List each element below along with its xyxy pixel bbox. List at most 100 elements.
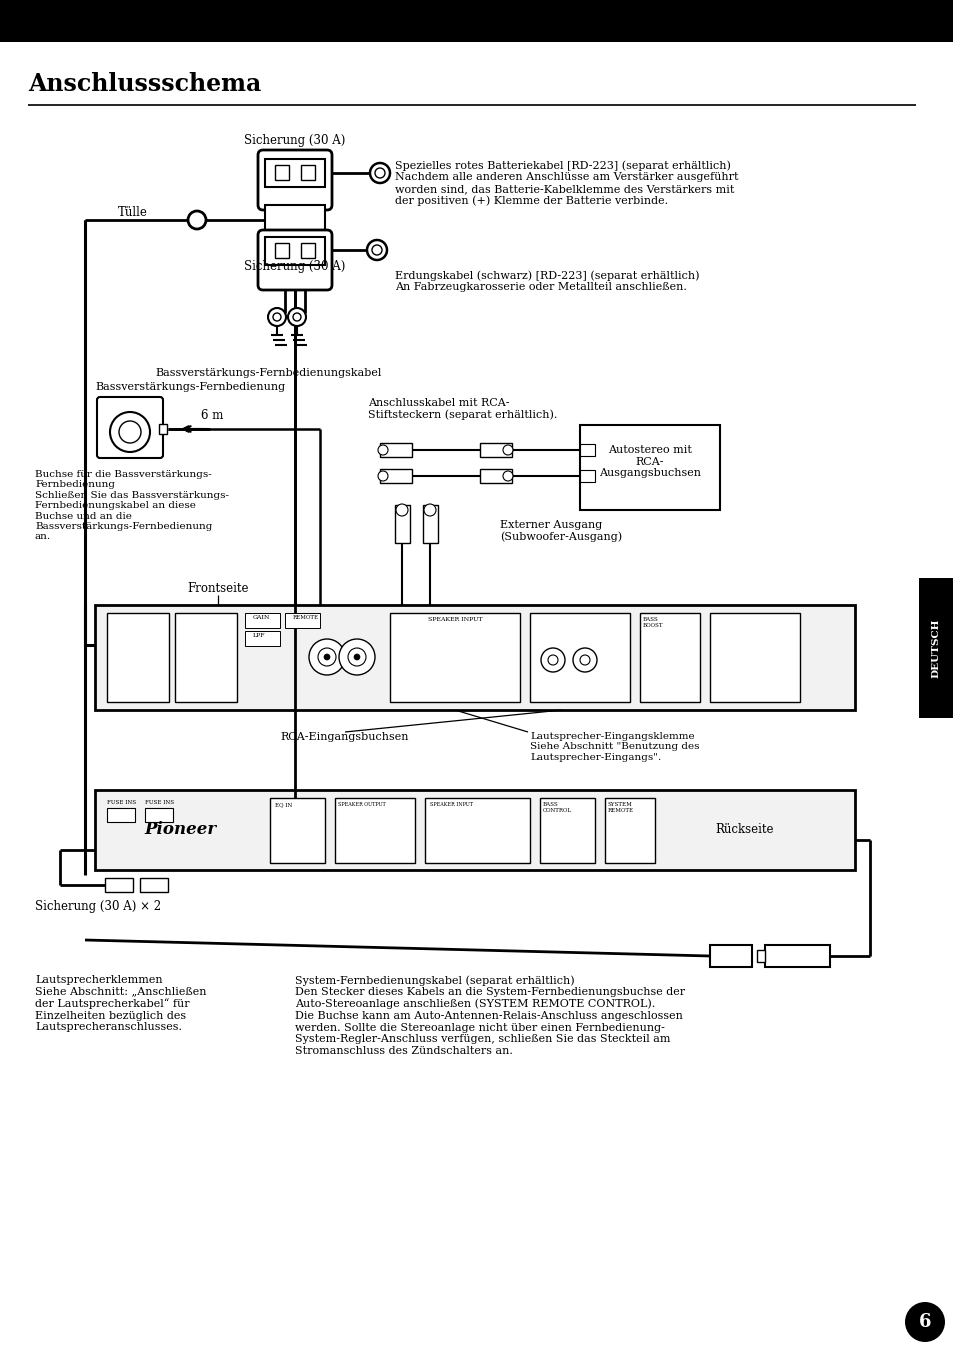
Circle shape [188,211,206,229]
Circle shape [547,654,558,665]
Bar [145,808,172,822]
Bar [265,159,325,187]
FancyBboxPatch shape [257,230,332,290]
Circle shape [293,313,301,321]
Circle shape [348,648,366,667]
Bar [709,612,800,702]
Bar [245,631,280,646]
Circle shape [309,640,345,675]
Bar [285,612,319,627]
Bar [379,469,412,482]
Bar [757,950,764,962]
Text: REMOTE: REMOTE [293,615,319,621]
Bar [245,612,280,627]
Bar [604,798,655,863]
Bar [539,798,595,863]
Bar [395,505,410,543]
Circle shape [338,640,375,675]
Text: Frontseite: Frontseite [187,583,249,595]
Circle shape [119,421,141,443]
Circle shape [502,444,513,455]
Circle shape [288,308,306,327]
Bar [379,443,412,457]
Text: Buchse für die Bassverstärkungs-
Fernbedienung
Schließen Sie das Bassverstärkung: Buchse für die Bassverstärkungs- Fernbed… [35,470,229,542]
Bar [0,0,953,42]
Bar [107,808,135,822]
Circle shape [317,648,335,667]
Text: BASS
BOOST: BASS BOOST [642,617,662,627]
Bar [95,604,854,710]
Text: EQ IN: EQ IN [274,802,292,808]
Bar [265,205,325,234]
Circle shape [377,472,388,481]
Bar [301,243,314,257]
Circle shape [573,648,597,672]
Text: Sicherung (30 A): Sicherung (30 A) [244,134,345,146]
Circle shape [377,444,388,455]
Circle shape [268,308,286,327]
Bar [174,612,236,702]
Bar [424,798,530,863]
Text: Externer Ausgang
(Subwoofer-Ausgang): Externer Ausgang (Subwoofer-Ausgang) [499,520,621,542]
Circle shape [273,313,281,321]
Text: System-Fernbedienungskabel (separat erhältlich)
Den Stecker dieses Kabels an die: System-Fernbedienungskabel (separat erhä… [294,976,684,1056]
Text: Bassverstärkungs-Fernbedienungskabel: Bassverstärkungs-Fernbedienungskabel [154,369,381,378]
Bar [390,612,519,702]
Bar [709,944,751,967]
Bar [422,505,437,543]
Text: Anschlusskabel mit RCA-
Stiftsteckern (separat erhältlich).: Anschlusskabel mit RCA- Stiftsteckern (s… [368,398,557,420]
Circle shape [324,654,330,660]
Bar [479,469,512,482]
Bar [140,878,168,892]
Bar [764,944,829,967]
Text: FUSE INS: FUSE INS [145,799,174,805]
Text: SPEAKER INPUT: SPEAKER INPUT [427,617,482,622]
Bar [274,165,289,180]
Bar [159,424,167,434]
Text: Bassverstärkungs-Fernbedienung: Bassverstärkungs-Fernbedienung [95,382,285,392]
Circle shape [375,168,385,178]
Text: BASS
CONTROL: BASS CONTROL [542,802,572,813]
Bar [95,790,854,870]
Text: Erdungskabel (schwarz) [RD-223] (separat erhältlich)
An Fabrzeugkarosserie oder : Erdungskabel (schwarz) [RD-223] (separat… [395,270,699,293]
Text: Autostereo mit
RCA-
Ausgangsbuchsen: Autostereo mit RCA- Ausgangsbuchsen [598,444,700,478]
Circle shape [110,412,150,453]
Circle shape [423,504,436,516]
Text: SPEAKER INPUT: SPEAKER INPUT [430,802,473,808]
Text: 6: 6 [918,1313,930,1331]
Text: Lautsprecherklemmen
Siehe Abschnitt: „Anschließen
der Lautsprecherkabel“ für
Ein: Lautsprecherklemmen Siehe Abschnitt: „An… [35,976,206,1033]
Text: SPEAKER OUTPUT: SPEAKER OUTPUT [337,802,385,808]
Bar [579,444,595,457]
Text: DEUTSCH: DEUTSCH [930,618,940,678]
Circle shape [372,245,381,255]
Text: LPF: LPF [253,633,265,638]
Circle shape [579,654,589,665]
Text: Sicherung (30 A) × 2: Sicherung (30 A) × 2 [35,900,161,913]
Bar [918,579,953,718]
Bar [301,165,314,180]
Circle shape [540,648,564,672]
Circle shape [367,240,387,260]
Bar [530,612,629,702]
Bar [265,237,325,266]
FancyBboxPatch shape [97,397,163,458]
Bar [579,425,720,509]
Bar [274,243,289,257]
Bar [107,612,169,702]
Bar [479,443,512,457]
Text: Anschlussschema: Anschlussschema [28,72,261,96]
FancyBboxPatch shape [257,150,332,210]
Circle shape [370,163,390,183]
Bar [335,798,415,863]
Circle shape [904,1302,944,1341]
Text: Pioneer: Pioneer [144,821,215,839]
Bar [579,470,595,482]
Bar [639,612,700,702]
Text: FUSE INS: FUSE INS [107,799,136,805]
Circle shape [354,654,359,660]
Text: Sicherung (30 A): Sicherung (30 A) [244,260,345,272]
Text: Tülle: Tülle [118,206,148,220]
Circle shape [502,472,513,481]
Text: Spezielles rotes Batteriekabel [RD-223] (separat erhältlich)
Nachdem alle andere: Spezielles rotes Batteriekabel [RD-223] … [395,160,738,206]
Bar [270,798,325,863]
